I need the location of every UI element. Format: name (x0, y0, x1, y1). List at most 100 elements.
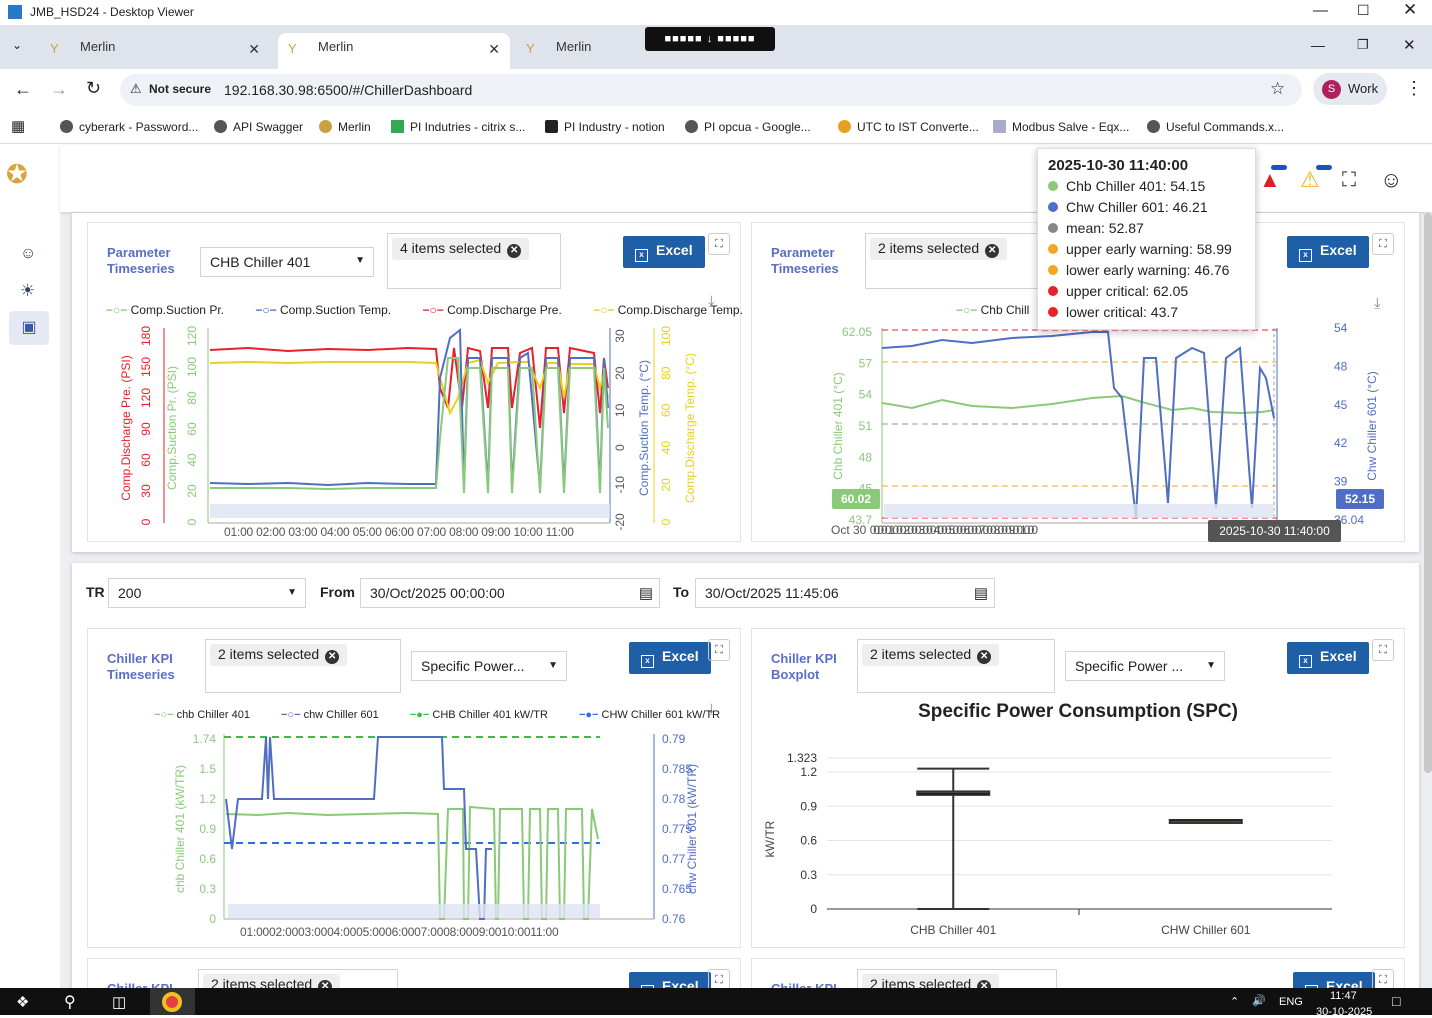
excel-button[interactable]: x Excel (629, 642, 711, 674)
parameter-multiselect[interactable]: 2 items selected ✕ (865, 233, 1039, 289)
bookmark[interactable]: PI opcua - Google... (685, 120, 811, 134)
clear-icon[interactable]: ✕ (977, 650, 992, 664)
clock-date[interactable]: 30-10-2025 (1316, 1006, 1373, 1018)
tab-close-icon[interactable]: ✕ (248, 41, 260, 57)
excel-button[interactable]: x Excel (1287, 236, 1369, 268)
notification-icon[interactable]: □ (1392, 993, 1401, 1009)
expand-icon[interactable]: ⛶ (708, 639, 730, 661)
minimize-icon[interactable]: — (1313, 2, 1328, 19)
reload-icon[interactable]: ↻ (86, 78, 102, 98)
bookmark[interactable]: API Swagger (214, 120, 303, 134)
zoom-slider[interactable] (210, 504, 610, 518)
legend-item[interactable]: −○− Comp.Suction Pr. (106, 303, 224, 317)
tray-chevron-icon[interactable]: ⌃ (1230, 996, 1240, 1008)
parameter-timeseries-panel-1: Parameter Timeseries CHB Chiller 401 ▼ 4 i… (87, 222, 743, 543)
bookmark[interactable]: Merlin (319, 120, 371, 134)
menu-icon[interactable]: ⋮ (1405, 78, 1423, 98)
volume-icon[interactable]: 🔊 (1252, 995, 1266, 1007)
chiller-multiselect[interactable]: 2 items selected ✕ (205, 639, 401, 693)
expand-icon[interactable]: ⛶ (1372, 233, 1394, 255)
bookmark[interactable]: PI Indutries - citrix s... (391, 120, 525, 134)
excel-button[interactable]: x Excel (623, 236, 705, 268)
kpi-dropdown[interactable]: Specific Power ... ▼ (1065, 651, 1225, 681)
legend-item[interactable]: −○− Comp.Discharge Temp. (593, 303, 743, 317)
download-icon[interactable]: ⤓ (708, 293, 715, 310)
excel-button[interactable]: x Excel (1287, 642, 1369, 674)
chiller-dropdown[interactable]: CHB Chiller 401 ▼ (200, 247, 374, 277)
fullscreen-icon[interactable]: ⛶ (1342, 169, 1356, 191)
windows-icon[interactable]: ❖ (16, 994, 30, 1011)
account-icon[interactable]: ☺ (1380, 167, 1403, 192)
citrix-toolbar[interactable]: ■■■■■ ↓ ■■■■■ (645, 27, 775, 51)
legend-item[interactable]: −○− chb Chiller 401 (154, 709, 250, 721)
clear-icon[interactable]: ✕ (507, 244, 522, 258)
url-text[interactable]: 192.168.30.98:6500/#/ChillerDashboard (224, 82, 473, 98)
excel-icon: x (635, 249, 648, 262)
zoom-slider[interactable] (884, 504, 1274, 518)
maximize-icon[interactable]: ☐ (1357, 2, 1370, 18)
chrome-taskbar-button[interactable] (150, 988, 195, 1015)
forward-icon[interactable]: → (50, 79, 68, 99)
url-box[interactable]: ⚠ Not secure 192.168.30.98:6500/#/Chille… (120, 74, 1302, 106)
calendar-icon[interactable]: ▤ (973, 585, 988, 602)
minimize-icon[interactable]: — (1311, 37, 1325, 53)
browser-tab-2[interactable]: Y Merlin ✕ (278, 33, 510, 69)
download-icon[interactable]: ⤓ (1374, 295, 1381, 312)
sun-icon[interactable]: ☀ (20, 281, 36, 300)
panel-title-l1: Chiller KPI (771, 651, 837, 666)
user-icon[interactable]: ☺ (20, 245, 37, 262)
taskview-icon[interactable]: ◫ (112, 994, 127, 1011)
clear-icon[interactable]: ✕ (985, 244, 1000, 258)
expand-icon[interactable]: ⛶ (1372, 639, 1394, 661)
kpi-chart[interactable]: 1.74 1.5 1.2 0.9 0.6 0.3 0 0.79 0.785 0.78 0.775 0.… (88, 729, 742, 949)
clear-icon[interactable]: ✕ (325, 650, 340, 664)
tab-list-icon[interactable]: ⌄ (12, 38, 23, 52)
expand-icon[interactable]: ⛶ (708, 233, 730, 255)
boxplot-chart[interactable]: Specific Power Consumption (SPC) kW/TR 1… (752, 689, 1406, 949)
alert-icon[interactable]: ⚠ (1300, 167, 1320, 192)
zoom-slider[interactable] (228, 904, 600, 918)
legend-item[interactable]: −○− Comp.Suction Temp. (255, 303, 392, 317)
bookmark[interactable]: Modbus Salve - Eqx... (993, 120, 1129, 134)
clock-time[interactable]: 11:47 (1330, 990, 1357, 1002)
back-icon[interactable]: ← (14, 79, 32, 99)
y-tick-green: 0 (185, 518, 199, 525)
legend-item[interactable]: −●− CHW Chiller 601 kW/TR (578, 709, 721, 721)
chiller-multiselect[interactable]: 2 items selected ✕ (857, 639, 1055, 693)
download-icon[interactable]: ⤓ (708, 701, 715, 718)
bookmark[interactable]: PI Industry - notion (545, 120, 665, 134)
browser-tab-1[interactable]: Y Merlin ✕ (40, 33, 270, 69)
bell-icon[interactable]: ▲ (1259, 167, 1281, 192)
search-icon[interactable]: ⚲ (64, 994, 76, 1011)
kpi-dropdown[interactable]: Specific Power... ▼ (411, 651, 567, 681)
language-indicator[interactable]: ENG (1279, 996, 1303, 1008)
legend-item[interactable]: −○− Comp.Discharge Pre. (422, 303, 562, 317)
parameter-multiselect[interactable]: 4 items selected ✕ (387, 233, 561, 289)
star-icon[interactable]: ☆ (1270, 79, 1286, 98)
monitor-icon[interactable]: ▣ (9, 311, 49, 345)
to-date-input[interactable]: 30/Oct/2025 11:45:06 ▤ (695, 578, 995, 608)
scrollbar[interactable] (1424, 213, 1432, 773)
from-date-input[interactable]: 30/Oct/2025 00:00:00 ▤ (360, 578, 660, 608)
legend-item[interactable]: −○− Chb Chill (956, 303, 1030, 317)
legend-item[interactable]: −●− CHB Chiller 401 kW/TR (409, 709, 548, 721)
security-label[interactable]: Not secure (149, 82, 212, 96)
parameter-chart[interactable]: 18015012090603001201008060402003020100-1… (88, 318, 742, 543)
restore-icon[interactable]: ❐ (1357, 37, 1369, 52)
profile-button[interactable]: S Work (1313, 73, 1387, 105)
browser-tab-3[interactable]: Y Merlin (516, 33, 636, 69)
bookmark[interactable]: Useful Commands.x... (1147, 120, 1284, 134)
apps-icon[interactable]: ▦ (11, 118, 26, 135)
close-icon[interactable]: ✕ (1403, 37, 1416, 54)
calendar-icon[interactable]: ▤ (638, 585, 653, 602)
legend-item[interactable]: −○− chw Chiller 601 (281, 709, 379, 721)
bookmark[interactable]: cyberark - Password... (60, 120, 198, 134)
series-dot-icon (1048, 265, 1058, 275)
close-icon[interactable]: ✕ (1403, 0, 1418, 19)
excel-icon: x (1299, 249, 1312, 262)
tooltip-row-label: lower critical: 43.7 (1066, 304, 1179, 320)
tr-dropdown[interactable]: 200 ▼ (108, 578, 306, 608)
bookmark[interactable]: UTC to IST Converte... (838, 120, 979, 134)
tab-close-icon[interactable]: ✕ (488, 41, 500, 57)
